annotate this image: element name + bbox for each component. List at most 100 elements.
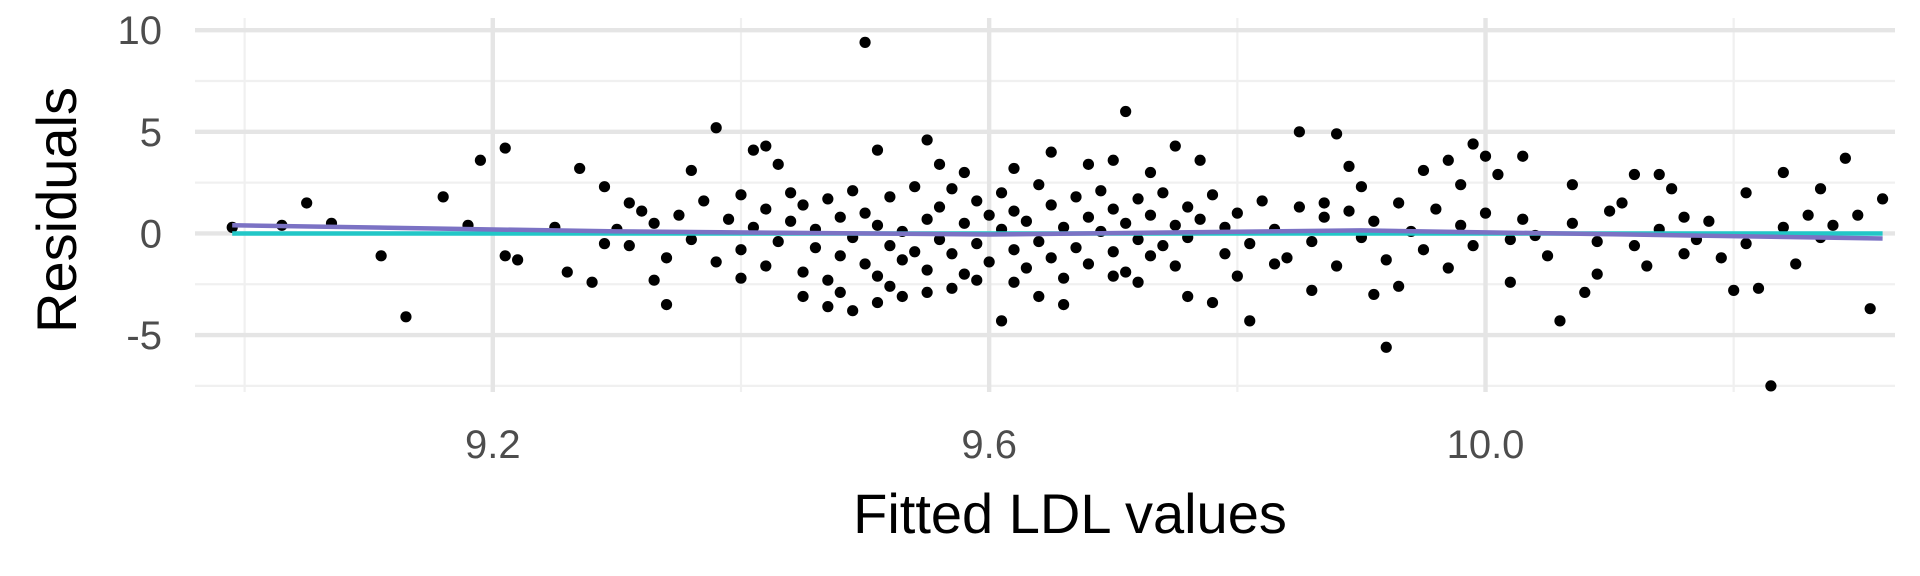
data-point [1157, 187, 1169, 199]
data-point [301, 197, 313, 209]
data-point [1120, 105, 1132, 118]
data-point [1442, 262, 1454, 274]
data-point [1033, 235, 1045, 248]
data-point [772, 235, 784, 248]
data-point [1157, 240, 1169, 252]
data-point [1045, 199, 1057, 211]
data-point [1430, 203, 1442, 215]
data-point [983, 209, 995, 221]
x-axis-title: Fitted LDL values [853, 482, 1287, 545]
data-point [921, 286, 933, 299]
data-point [1566, 217, 1578, 229]
data-point [983, 256, 995, 268]
data-point [1678, 248, 1690, 260]
data-point [1095, 185, 1107, 197]
data-point [1777, 166, 1789, 179]
data-point [1244, 238, 1256, 250]
data-point [958, 268, 970, 280]
x-tick-label: 9.2 [465, 423, 521, 467]
data-point [1852, 209, 1864, 221]
data-point [747, 144, 759, 156]
data-point [884, 280, 896, 292]
data-point [1653, 168, 1665, 181]
data-point [1417, 164, 1430, 177]
y-tick-label: 5 [140, 111, 162, 155]
major-gridlines [195, 18, 1895, 392]
data-point [722, 213, 735, 225]
data-point [1058, 298, 1070, 311]
data-point [1814, 183, 1827, 195]
data-point [1256, 195, 1268, 207]
data-point [1182, 201, 1194, 213]
data-point [1194, 213, 1206, 225]
y-tick-label: -5 [126, 314, 162, 358]
data-point [1169, 260, 1181, 272]
data-point [735, 244, 747, 256]
data-point [1678, 211, 1690, 223]
data-point [933, 158, 946, 170]
data-point [1802, 209, 1814, 221]
data-point [1008, 276, 1020, 288]
data-point [1107, 270, 1119, 282]
data-point [1120, 217, 1132, 229]
data-point [685, 164, 697, 177]
data-point [1082, 258, 1095, 270]
data-point [1045, 252, 1057, 264]
data-point [785, 215, 797, 227]
data-point [772, 158, 784, 170]
data-point [1517, 150, 1529, 162]
y-tick-label: 10 [118, 9, 163, 53]
data-point [1268, 258, 1281, 270]
data-point [375, 250, 387, 262]
data-point [909, 246, 921, 258]
data-point [933, 233, 946, 246]
data-point [785, 187, 797, 199]
data-point [1318, 197, 1330, 209]
data-point [1033, 290, 1045, 303]
data-point [1616, 197, 1628, 209]
data-point [797, 199, 809, 211]
data-point [760, 140, 772, 152]
data-point [623, 240, 635, 252]
scatter-points [226, 36, 1889, 392]
data-point [1393, 197, 1405, 209]
data-point [1790, 258, 1802, 270]
data-point [847, 305, 859, 317]
data-point [1045, 146, 1057, 158]
data-point [1331, 260, 1343, 272]
data-point [1020, 262, 1032, 274]
data-point [871, 144, 884, 156]
data-point [1368, 288, 1380, 301]
data-point [933, 201, 946, 213]
data-point [1393, 280, 1405, 292]
minor-gridlines [195, 18, 1895, 392]
data-point [822, 193, 834, 205]
data-point [1219, 248, 1231, 260]
y-axis-title: Residuals [25, 87, 88, 333]
data-point [1306, 284, 1318, 296]
data-point [971, 195, 983, 207]
data-point [1703, 215, 1715, 227]
data-point [1058, 272, 1070, 284]
data-point [1752, 282, 1765, 294]
data-point [1864, 303, 1876, 315]
data-point [499, 250, 511, 262]
data-point [1169, 140, 1181, 152]
data-point [760, 260, 772, 272]
data-point [834, 211, 846, 223]
data-point [884, 240, 896, 252]
data-point [1740, 238, 1752, 250]
data-point [1132, 276, 1144, 288]
data-point [1082, 158, 1095, 170]
data-point [871, 270, 884, 282]
data-point [1144, 209, 1157, 221]
x-tick-label: 10.0 [1447, 423, 1525, 467]
data-point [1467, 240, 1479, 252]
data-point [859, 258, 871, 270]
x-tick-label: 9.6 [961, 423, 1017, 467]
data-point [909, 181, 921, 193]
data-point [660, 252, 673, 264]
data-point [760, 203, 772, 215]
data-point [1517, 213, 1529, 225]
